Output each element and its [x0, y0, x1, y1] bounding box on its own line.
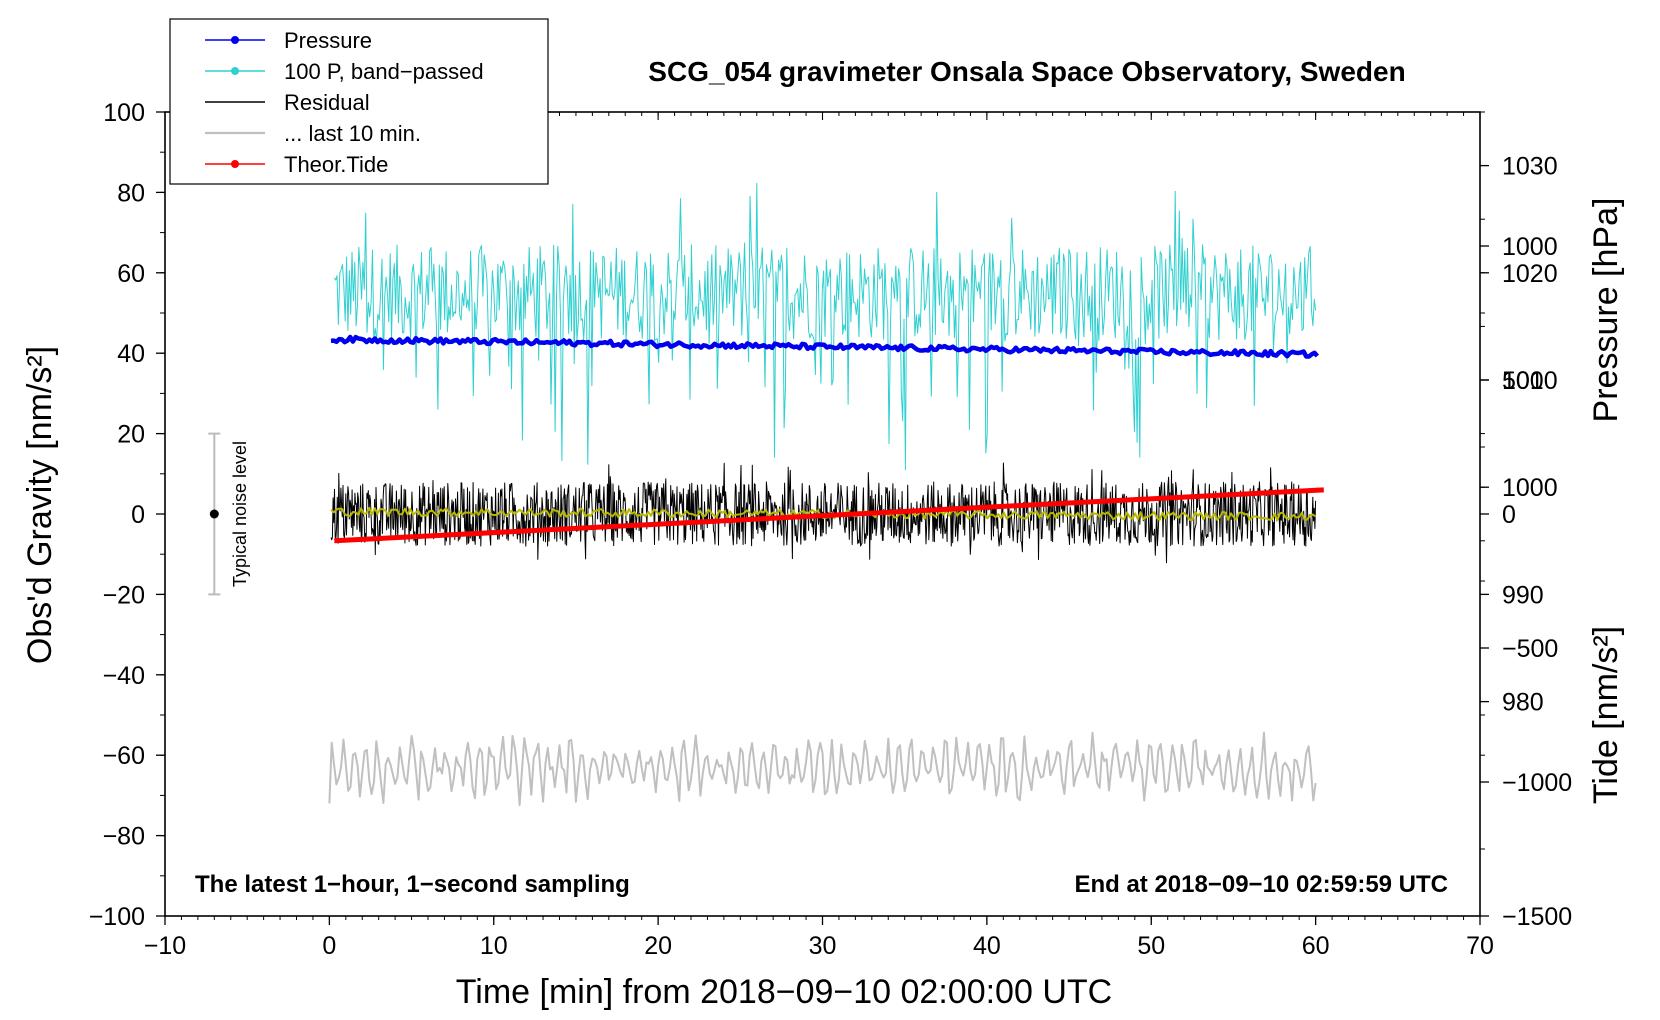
legend: Pressure 100 P, band−passed Residual ... la…: [169, 18, 549, 185]
x-tick-label: 30: [809, 932, 837, 960]
y-tide-tick-label: 0: [1502, 501, 1516, 529]
legend-swatch-marker: [231, 67, 239, 75]
y-tide-tick-label: 500: [1502, 367, 1544, 395]
axes-layer: −10 0 10 20 30 40 50 60 70−100−80−60−40−20020406…: [89, 99, 1573, 960]
y-left-tick-label: −60: [103, 742, 145, 770]
y-axis-title-pressure: Pressure [hPa]: [1587, 198, 1625, 423]
y-tide-tick-label: −500: [1502, 635, 1558, 663]
x-tick-label: 10: [480, 932, 508, 960]
y-left-tick-label: −40: [103, 662, 145, 690]
y-pressure-tick-label: 1030: [1502, 153, 1558, 181]
legend-label: ... last 10 min.: [284, 121, 421, 146]
annotation-sampling: The latest 1−hour, 1−second sampling: [195, 871, 630, 898]
chart-title: SCG_054 gravimeter Onsala Space Observat…: [648, 56, 1405, 87]
series-theoretical-tide: [334, 487, 1324, 544]
x-tick-label: 0: [322, 932, 336, 960]
y-left-tick-label: 100: [103, 99, 145, 127]
y-left-tick-label: 40: [117, 340, 145, 368]
y-left-tick-label: 0: [131, 501, 145, 529]
series-band-passed-pressure: [333, 182, 1317, 471]
x-tick-label: 40: [973, 932, 1001, 960]
x-tick-label: 60: [1302, 932, 1330, 960]
y-axis-title-tide: Tide [nm/s²]: [1587, 626, 1625, 804]
y-pressure-tick-label: 1010: [1502, 367, 1558, 395]
legend-label: Residual: [284, 90, 370, 115]
x-tick-label: 70: [1466, 932, 1494, 960]
series-pressure: [330, 334, 1320, 359]
series-layer: [328, 182, 1324, 807]
y-axis-title-left: Obs'd Gravity [nm/s²]: [21, 346, 59, 664]
y-tide-tick-label: 1000: [1502, 233, 1558, 261]
x-tick-label: −10: [144, 932, 186, 960]
x-tick-label: 50: [1137, 932, 1165, 960]
y-tide-tick-label: −1000: [1502, 769, 1572, 797]
y-left-tick-label: −100: [89, 903, 145, 931]
y-pressure-tick-label: 1000: [1502, 474, 1558, 502]
y-tide-tick-label: −1500: [1502, 903, 1572, 931]
series-last-10-min: [328, 731, 1317, 807]
legend-label: Theor.Tide: [284, 152, 388, 177]
noise-bar-label: Typical noise level: [230, 441, 250, 587]
y-left-tick-label: −20: [103, 581, 145, 609]
legend-label: 100 P, band−passed: [284, 59, 484, 84]
x-axis-title: Time [min] from 2018−09−10 02:00:00 UTC: [456, 973, 1112, 1011]
y-left-tick-label: 60: [117, 260, 145, 288]
annotation-end-time: End at 2018−09−10 02:59:59 UTC: [1074, 871, 1448, 898]
y-pressure-tick-label: 980: [1502, 689, 1544, 717]
legend-swatch-marker: [231, 160, 239, 168]
y-pressure-tick-label: 1020: [1502, 260, 1558, 288]
noise-bar-center-point: [209, 509, 219, 519]
legend-swatch-marker: [231, 36, 239, 44]
y-left-tick-label: −80: [103, 823, 145, 851]
y-pressure-tick-label: 990: [1502, 581, 1544, 609]
y-left-tick-label: 80: [117, 179, 145, 207]
legend-label: Pressure: [284, 28, 372, 53]
y-left-tick-label: 20: [117, 421, 145, 449]
x-tick-label: 20: [644, 932, 672, 960]
